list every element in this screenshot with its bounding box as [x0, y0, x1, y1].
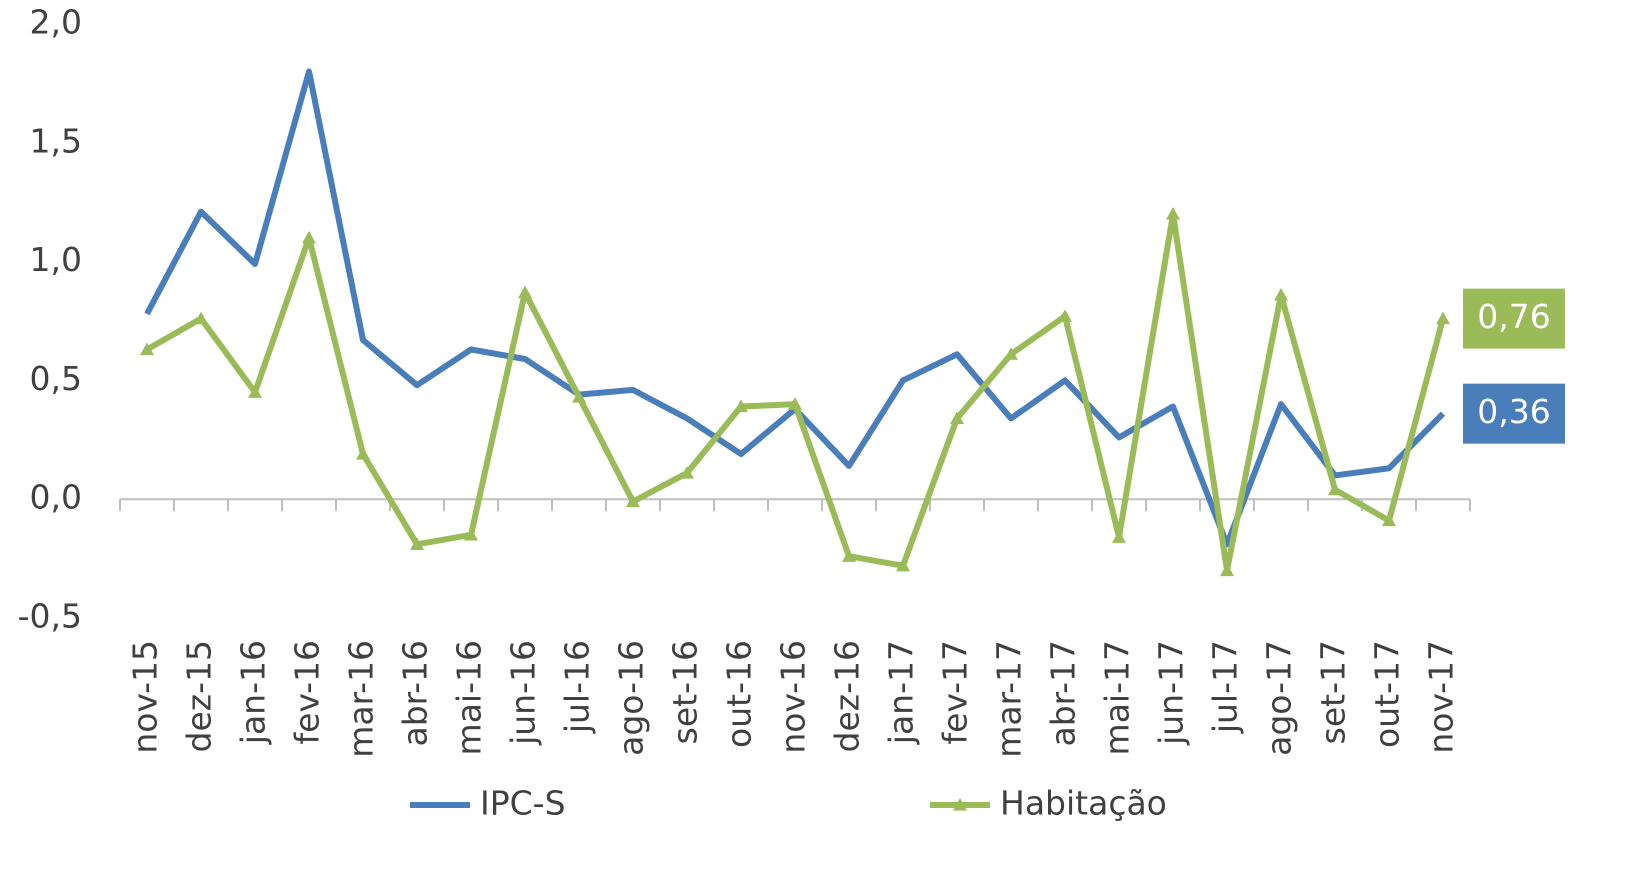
x-tick-label: jun-17	[1152, 640, 1191, 746]
value-label-box	[1463, 383, 1565, 444]
marker	[410, 537, 424, 550]
y-tick-label: 1,0	[30, 240, 82, 279]
marker	[1004, 347, 1018, 360]
marker	[788, 397, 802, 410]
marker	[1220, 563, 1234, 577]
marker	[356, 447, 370, 460]
x-tick-label: fev-17	[936, 640, 975, 744]
marker	[572, 390, 586, 403]
marker	[626, 494, 640, 508]
x-tick-label: jun-16	[504, 640, 543, 746]
value-label: 0,36	[1477, 392, 1550, 431]
marker	[1328, 482, 1342, 496]
marker	[1058, 309, 1072, 322]
x-tick-label: set-17	[1314, 640, 1353, 744]
x-tick-label: jul-17	[1206, 640, 1245, 734]
y-tick-label: -0,5	[18, 597, 82, 636]
legend-label: Habitação	[1000, 784, 1167, 823]
x-tick-label: ago-16	[612, 640, 651, 756]
x-tick-label: jan-16	[234, 640, 273, 745]
x-tick-label: fev-16	[288, 640, 327, 744]
x-tick-label: nov-15	[126, 640, 165, 754]
marker	[896, 558, 910, 572]
y-tick-label: 0,0	[30, 478, 82, 517]
x-tick-label: out-16	[720, 640, 759, 748]
value-label: 0,76	[1477, 297, 1550, 336]
x-tick-label: nov-17	[1422, 640, 1461, 754]
marker	[1382, 513, 1396, 527]
x-tick-label: out-17	[1368, 640, 1407, 748]
x-tick-label: set-16	[666, 640, 705, 744]
y-tick-label: 0,5	[30, 359, 82, 398]
x-tick-label: mai-17	[1098, 640, 1137, 755]
x-tick-label: mar-17	[990, 640, 1029, 758]
x-tick-label: jul-16	[558, 640, 597, 734]
x-tick-label: mai-16	[450, 640, 489, 755]
x-tick-label: ago-17	[1260, 640, 1299, 756]
marker	[464, 527, 478, 541]
x-tick-label: jan-17	[882, 640, 921, 745]
marker	[950, 411, 964, 425]
x-tick-label: dez-15	[180, 640, 219, 752]
legend-label: IPC-S	[480, 784, 566, 823]
marker	[1166, 207, 1180, 220]
marker	[302, 230, 316, 244]
marker	[140, 342, 154, 356]
marker	[194, 311, 208, 325]
marker	[1274, 287, 1288, 301]
marker	[518, 285, 532, 299]
marker	[1112, 530, 1126, 543]
legend-marker	[953, 798, 967, 811]
marker	[842, 549, 856, 562]
x-tick-label: abr-17	[1044, 640, 1083, 747]
x-tick-label: mar-16	[342, 640, 381, 758]
marker	[734, 399, 748, 413]
x-tick-label: abr-16	[396, 640, 435, 747]
marker	[1436, 311, 1450, 325]
series-line	[145, 211, 1446, 574]
x-tick-label: nov-16	[774, 640, 813, 754]
value-label-box	[1463, 288, 1565, 349]
y-tick-label: 1,5	[30, 121, 82, 160]
marker	[680, 466, 694, 479]
y-tick-label: 2,0	[30, 3, 82, 42]
x-tick-label: dez-16	[828, 640, 867, 752]
marker	[248, 385, 262, 398]
